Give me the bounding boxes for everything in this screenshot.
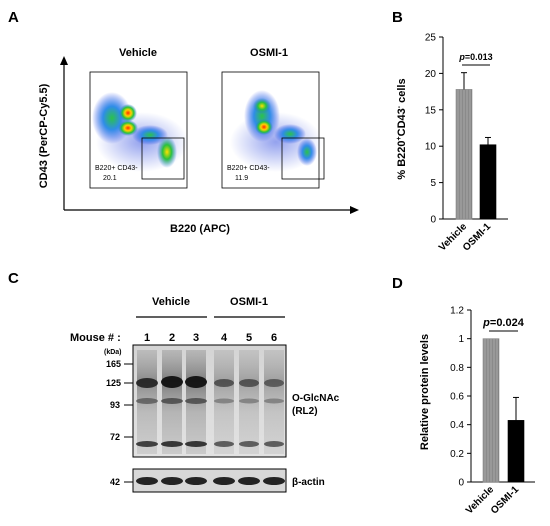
p-value-annotation: p=0.013: [458, 52, 492, 62]
p-italic: p: [458, 52, 465, 62]
lane-number: 6: [271, 332, 277, 344]
gate-label-osmi1: B220+ CD43-: [227, 165, 270, 172]
p-value: =0.013: [465, 52, 493, 62]
p-italic: p: [482, 317, 490, 329]
panel-a-x-label: B220 (APC): [170, 223, 230, 235]
panel-letter-c: C: [8, 270, 19, 287]
lane-number: 5: [246, 332, 252, 344]
mw-marker: 72: [110, 432, 120, 442]
y-axis-label: % B220+CD43- cells: [396, 78, 408, 179]
ylabel-sup: -: [396, 105, 403, 108]
bar-osmi-1: [479, 144, 497, 220]
y-tick-label: 1.2: [450, 306, 464, 317]
gate-value-vehicle: 20.1: [103, 175, 117, 182]
ylabel-sup: +: [396, 136, 403, 140]
flow-plot-osmi1: B220+ CD43- 11.9: [221, 71, 325, 189]
y-tick-label: 20: [425, 69, 437, 80]
y-tick-label: 15: [425, 105, 437, 116]
mw-marker: 125: [106, 378, 121, 388]
mouse-label: Mouse # :: [70, 332, 121, 344]
panel-letter-d: D: [392, 275, 403, 292]
y-tick-label: 10: [425, 142, 437, 153]
y-tick-label: 0.8: [450, 363, 464, 374]
group-label-osmi1: OSMI-1: [230, 296, 268, 308]
category-label: OSMI-1: [489, 484, 521, 516]
bar-osmi-1: [507, 420, 525, 483]
mw-marker: 93: [110, 400, 120, 410]
y-tick-label: 0.4: [450, 420, 464, 431]
y-tick-label: 1: [458, 334, 464, 345]
y-axis-label: Relative protein levels: [419, 334, 431, 450]
plot-title-osmi1: OSMI-1: [250, 47, 288, 59]
lane-number: 4: [221, 332, 228, 344]
x-axis-arrow-icon: [350, 206, 359, 214]
gate-value-osmi1: 11.9: [235, 175, 248, 182]
lane-number: 3: [193, 332, 199, 344]
y-tick-label: 0: [458, 478, 464, 489]
bar-chart-d: 00.20.40.60.811.2VehicleOSMI-1p=0.024Rel…: [419, 306, 535, 516]
y-tick-label: 0: [430, 215, 436, 226]
lane-number: 1: [144, 332, 150, 344]
ylabel-part: % B220: [396, 140, 408, 179]
blot-beta-actin: [132, 468, 287, 493]
panel-letter-b: B: [392, 9, 403, 26]
blot-label-line2: (RL2): [292, 406, 318, 417]
ylabel-part: cells: [396, 78, 408, 106]
y-tick-label: 0.6: [450, 392, 464, 403]
panel-a-y-label: CD43 (PerCP-Cy5.5): [38, 83, 50, 188]
actin-label: β-actin: [292, 477, 325, 488]
mw-markers: 165 125 93 72 42: [106, 359, 121, 487]
blot-o-glcnac: [132, 344, 287, 458]
p-value: =0.024: [490, 317, 525, 329]
kda-label: (kDa): [104, 349, 122, 356]
gate-box-vehicle: [141, 137, 185, 180]
bar-vehicle: [455, 89, 473, 220]
mw-marker: 42: [110, 477, 120, 487]
blot-label-line1: O-GlcNAc: [292, 393, 340, 404]
gate-label-vehicle: B220+ CD43-: [95, 165, 138, 172]
p-value-annotation: p=0.024: [482, 317, 525, 329]
ylabel-part: CD43: [396, 108, 408, 136]
y-tick-label: 5: [430, 178, 436, 189]
group-label-vehicle: Vehicle: [152, 296, 190, 308]
gate-box-osmi1: [281, 137, 325, 180]
lane-numbers: 1 2 3 4 5 6: [144, 332, 277, 344]
y-tick-label: 0.2: [450, 449, 464, 460]
flow-plot-vehicle: B220+ CD43- 20.1: [89, 71, 188, 189]
bar-vehicle: [482, 338, 500, 483]
mw-marker: 165: [106, 359, 121, 369]
panel-letter-a: A: [8, 9, 19, 26]
plot-title-vehicle: Vehicle: [119, 47, 157, 59]
y-axis-arrow-icon: [60, 56, 68, 65]
lane-number: 2: [169, 332, 175, 344]
y-tick-label: 25: [425, 33, 437, 44]
